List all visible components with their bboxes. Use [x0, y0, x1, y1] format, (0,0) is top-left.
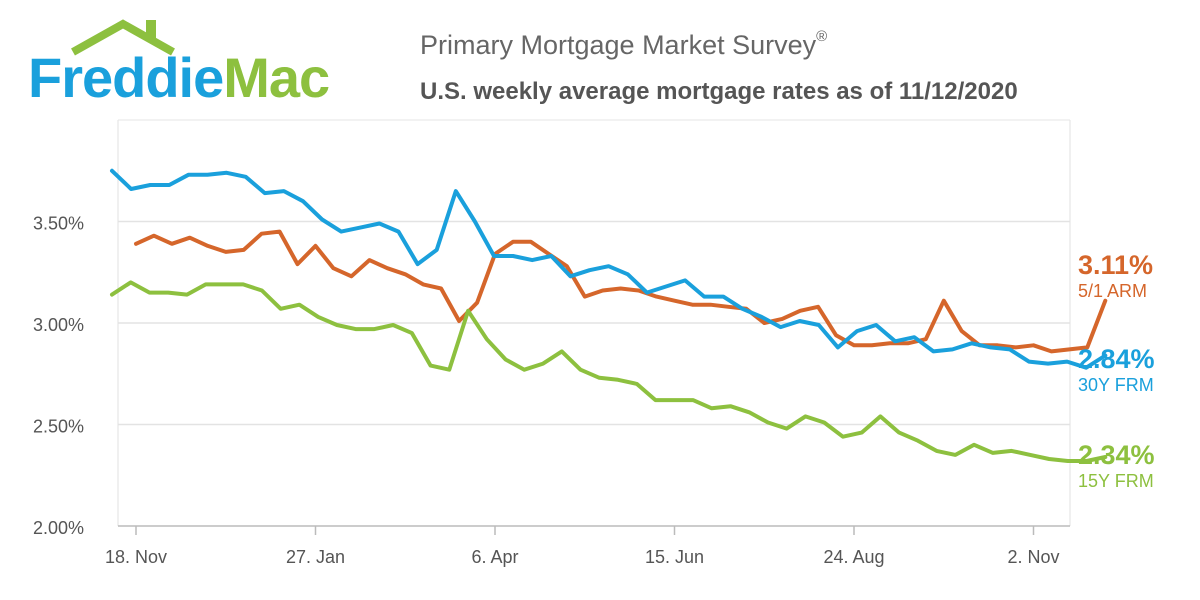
series-label: 5/1 ARM [1078, 281, 1148, 301]
y-tick-label: 3.00% [33, 315, 84, 335]
series-line-5-1-arm [134, 229, 1108, 354]
house-roof-icon [71, 19, 175, 56]
freddie-mac-logo: FreddieMac [28, 18, 378, 108]
x-tick-label: 27. Jan [286, 547, 345, 567]
series-line-30y-frm [110, 168, 1108, 370]
chart-title-text: Primary Mortgage Market Survey [420, 30, 817, 60]
series-line-15y-frm [110, 280, 1108, 463]
chart-title: Primary Mortgage Market Survey® [420, 28, 828, 61]
annotation-5-1-arm: 3.11% 5/1 ARM [1078, 250, 1153, 302]
logo-mac: Mac [223, 46, 330, 109]
latest-rate-value: 3.11% [1078, 250, 1154, 280]
y-tick-label: 3.50% [33, 214, 84, 234]
x-tick-label: 2. Nov [1007, 547, 1059, 567]
chart-subtitle: U.S. weekly average mortgage rates as of… [420, 78, 1018, 105]
x-tick-label: 24. Aug [823, 547, 884, 567]
annotation-30y-frm: 2.84% 30Y FRM [1078, 344, 1155, 396]
x-tick-label: 15. Jun [645, 547, 704, 567]
registered-mark: ® [816, 28, 828, 45]
y-tick-label: 2.50% [33, 417, 84, 437]
latest-rate-value: 2.84% [1078, 344, 1155, 374]
series-label: 30Y FRM [1078, 375, 1154, 395]
latest-rate-value: 2.34% [1078, 440, 1155, 470]
annotation-15y-frm: 2.34% 15Y FRM [1078, 440, 1155, 492]
x-tick-label: 18. Nov [105, 547, 167, 567]
series-label: 15Y FRM [1078, 471, 1154, 491]
y-tick-label: 2.00% [33, 518, 84, 538]
logo-wordmark: FreddieMac [28, 46, 330, 109]
x-tick-label: 6. Apr [471, 547, 518, 567]
logo-freddie: Freddie [28, 46, 224, 109]
